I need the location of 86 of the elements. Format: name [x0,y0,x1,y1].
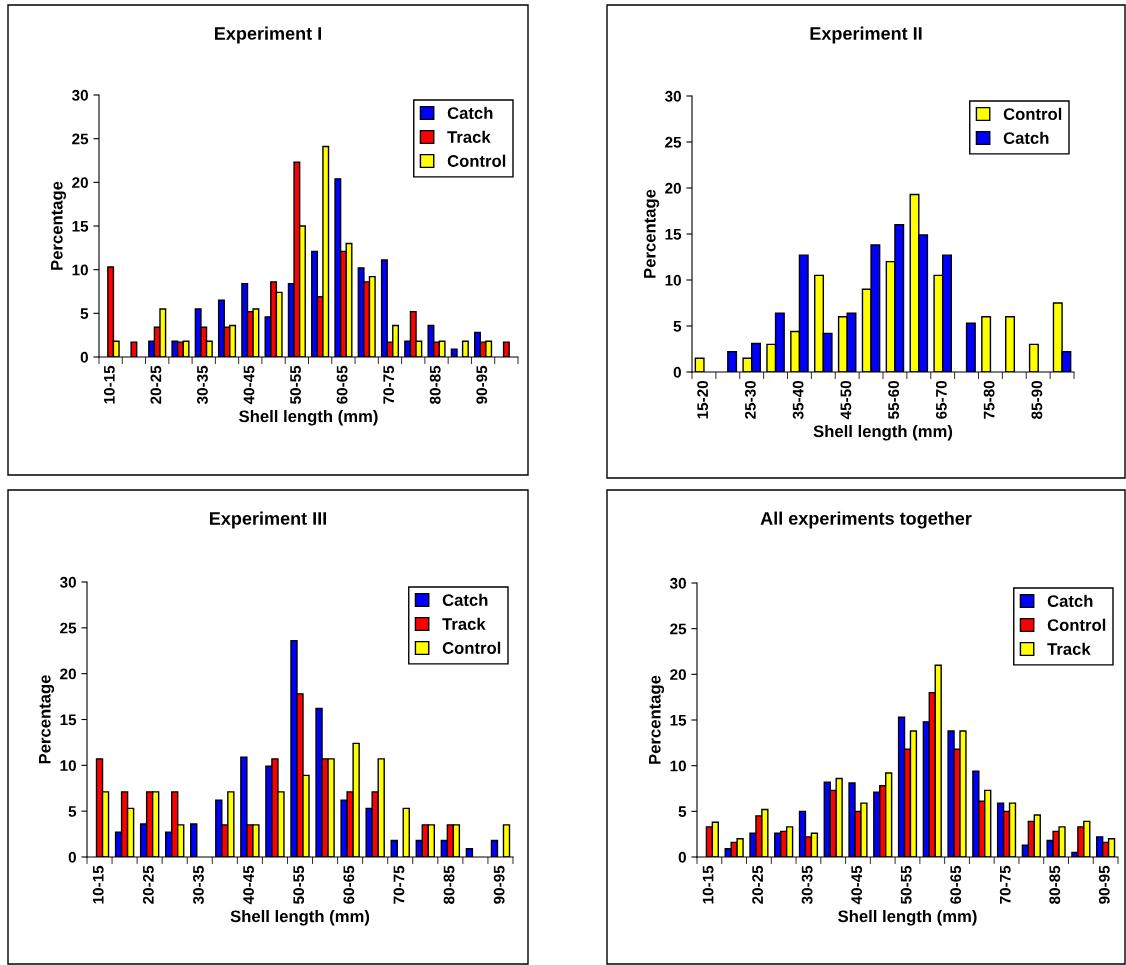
y-tick-label: 25 [72,133,89,145]
x-axis-title: Shell length (mm) [239,409,378,426]
legend-label: Catch [442,593,488,606]
x-tick-label: 70-75 [393,865,405,904]
y-axis-title: Percentage [51,181,67,270]
y-tick-label: 30 [664,90,681,102]
x-tick-label: 80-85 [1049,865,1061,904]
legend-label: Control [1047,618,1106,631]
x-tick-label: 10-15 [103,365,115,404]
legend-label: Track [442,617,486,630]
y-tick-label: 30 [71,89,88,101]
legend-label: Control [442,641,501,654]
y-tick-label: 10 [72,264,88,276]
x-tick-label: 90-95 [476,365,488,404]
x-tick-label: 50-55 [290,365,301,404]
x-tick-label: 55-60 [888,380,900,419]
legend-label: Catch [447,106,493,119]
y-tick-label: 25 [665,136,682,148]
y-tick-label: 5 [80,308,89,320]
chart-title: Experiment II [810,26,922,44]
x-tick-label: 90-95 [1098,865,1110,904]
y-tick-label: 20 [665,182,681,194]
x-tick-label: 35-40 [792,380,804,420]
legend-label: Control [447,154,506,167]
legend-label: Catch [1003,131,1049,144]
x-tick-label: 15-20 [697,380,709,419]
x-tick-label: 70-75 [999,865,1011,904]
y-tick-label: 10 [60,760,76,772]
x-tick-label: 90-95 [493,865,505,904]
x-tick-label: 60-65 [950,865,962,904]
x-tick-label: 20-25 [150,365,162,404]
y-tick-label: 5 [68,806,77,817]
x-tick-label: 10-15 [92,865,104,904]
x-tick-label: 30-35 [197,365,208,405]
legend-label: Control [1003,107,1062,120]
x-tick-label: 10-15 [702,865,714,904]
x-axis-title: Shell length (mm) [230,909,370,926]
legend-label: Catch [1047,594,1093,607]
y-tick-label: 15 [72,221,89,232]
chart-title: Experiment III [210,511,326,529]
x-axis-title: Shell length (mm) [838,909,977,926]
y-tick-label: 0 [673,366,681,378]
x-tick-label: 50-55 [900,865,912,904]
x-tick-label: 75-80 [983,380,995,419]
y-tick-label: 30 [669,577,686,589]
y-tick-label: 5 [673,321,682,332]
x-tick-label: 40-45 [243,365,255,405]
x-tick-label: 40-45 [851,865,863,905]
legend-label: Track [447,130,491,143]
x-tick-label: 25-30 [744,380,756,419]
x-tick-label: 60-65 [336,365,348,404]
y-tick-label: 20 [60,668,76,680]
x-tick-label: 85-90 [1031,380,1043,419]
y-tick-label: 25 [60,622,77,634]
x-tick-label: 40-45 [243,865,254,905]
y-tick-label: 0 [80,351,88,363]
x-tick-label: 20-25 [142,865,154,904]
x-tick-label: 30-35 [193,865,204,905]
y-tick-label: 25 [670,623,687,635]
x-axis-title: Shell length (mm) [813,424,953,441]
y-tick-label: 20 [72,177,88,189]
x-tick-label: 50-55 [293,865,305,904]
y-tick-label: 20 [670,669,686,681]
y-axis-title: Percentage [649,675,665,764]
y-tick-label: 5 [678,806,687,818]
y-tick-label: 0 [68,851,76,863]
x-tick-label: 30-35 [801,865,813,905]
x-tick-label: 20-25 [752,865,764,904]
y-tick-label: 10 [670,760,686,772]
x-tick-label: 70-75 [383,365,395,404]
y-tick-label: 15 [60,714,77,726]
y-tick-label: 15 [670,715,687,726]
chart-title: Experiment I [215,26,321,44]
y-tick-label: 30 [59,576,76,588]
y-axis-title: Percentage [39,675,55,764]
y-tick-label: 10 [665,274,681,286]
y-tick-label: 0 [678,851,686,863]
x-tick-label: 60-65 [343,865,355,904]
chart-title: All experiments together [760,511,972,529]
legend-label: Track [1047,642,1091,655]
y-tick-label: 15 [665,229,682,240]
x-tick-label: 65-70 [935,380,947,419]
y-axis-title: Percentage [644,189,660,278]
x-tick-label: 45-50 [840,380,852,420]
x-tick-label: 80-85 [443,865,455,904]
x-tick-label: 80-85 [429,365,441,404]
